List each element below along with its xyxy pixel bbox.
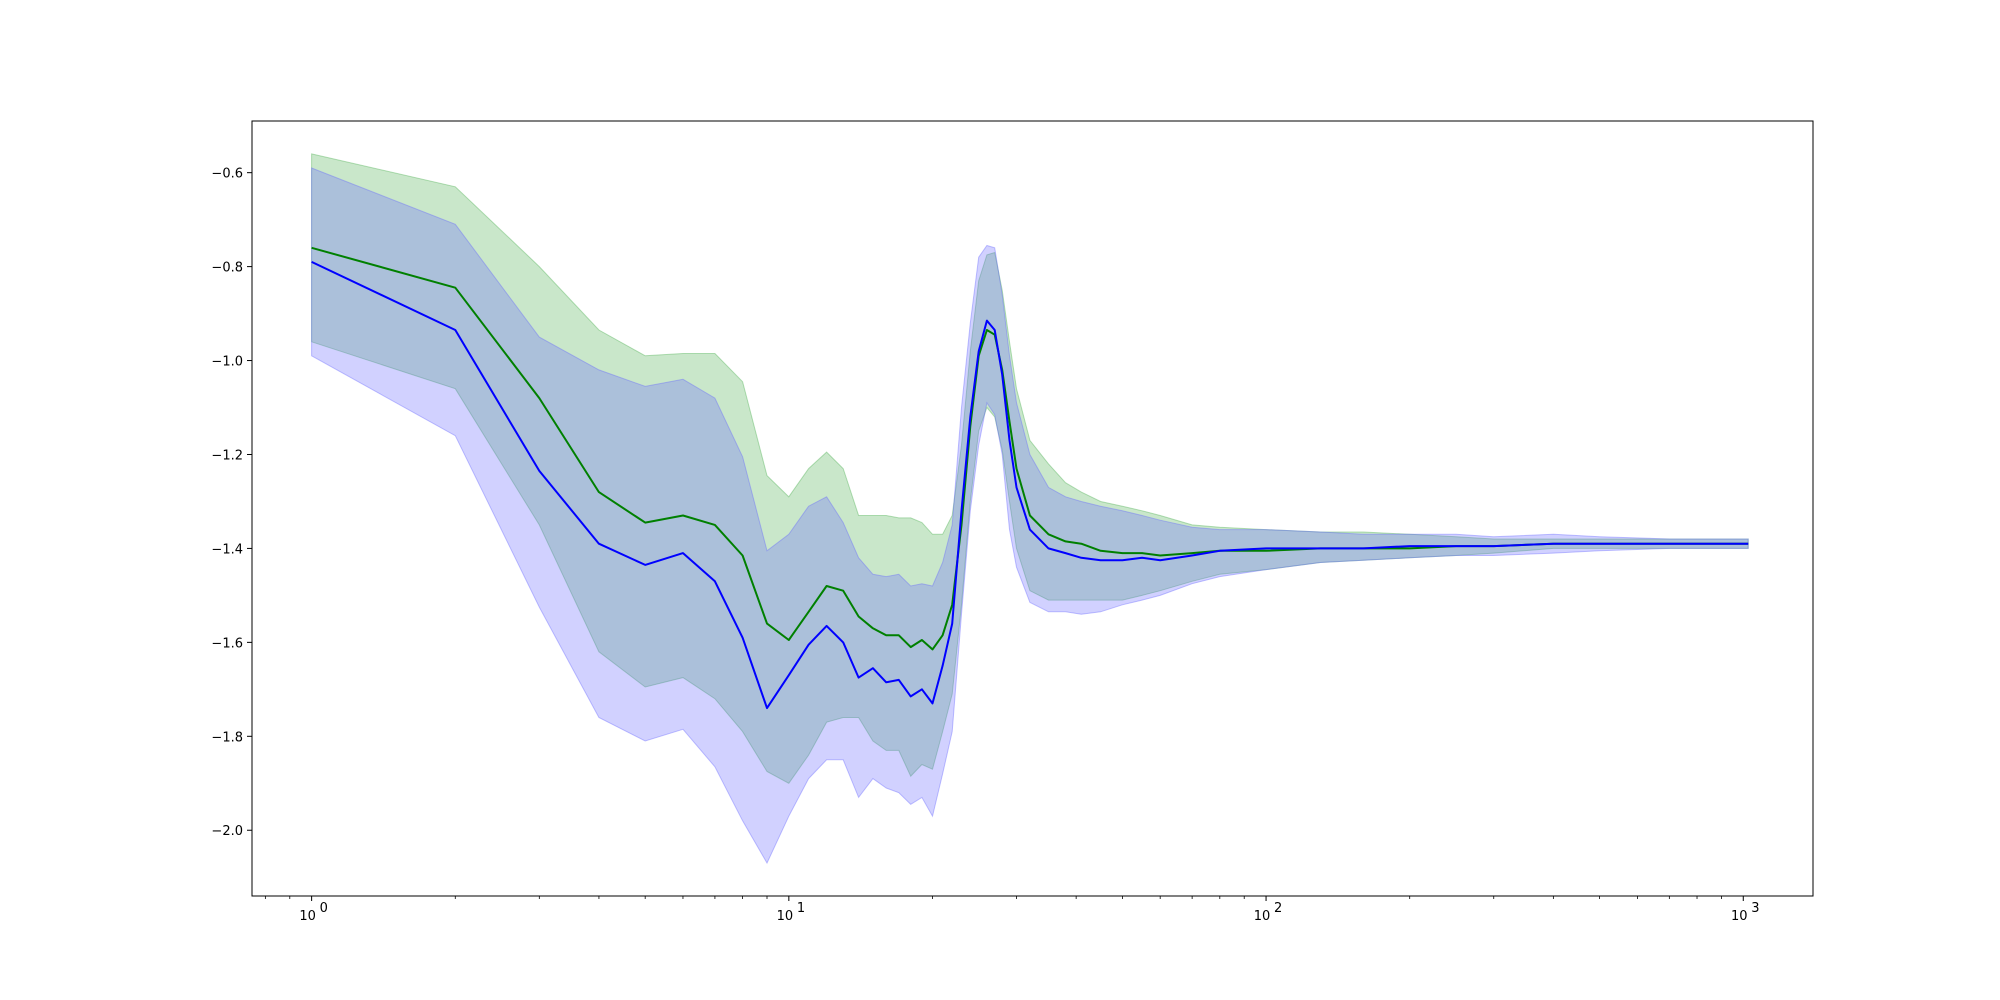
series-lines [311,246,1749,710]
y-tick-label: −1.6 [211,636,243,651]
y-tick-label: −2.0 [211,824,243,839]
y-tick-label: −0.6 [211,167,243,182]
band-series-1 [311,153,1749,784]
x-tick-exponent: 2 [1274,901,1282,916]
x-tick-label: 10 [1254,909,1271,924]
y-tick-label: −1.2 [211,448,243,463]
x-tick-exponent: 3 [1751,901,1759,916]
plot-frame [251,120,1814,897]
y-tick-label: −1.8 [211,730,243,745]
y-tick-label: −0.8 [211,261,243,276]
x-tick-label: 10 [777,909,794,924]
x-tick-exponent: 1 [797,901,805,916]
y-tick-label: −1.0 [211,355,243,370]
y-axis: −0.6 −0.8 −1.0 −1.2 −1.4 −1.6 −1.8 −2.0 [211,167,252,839]
x-tick-label: 10 [1731,909,1748,924]
line-series-2 [311,260,1749,710]
x-tick-label: 10 [299,909,316,924]
y-tick-label: −1.4 [211,542,243,557]
x-tick-exponent: 0 [320,901,328,916]
